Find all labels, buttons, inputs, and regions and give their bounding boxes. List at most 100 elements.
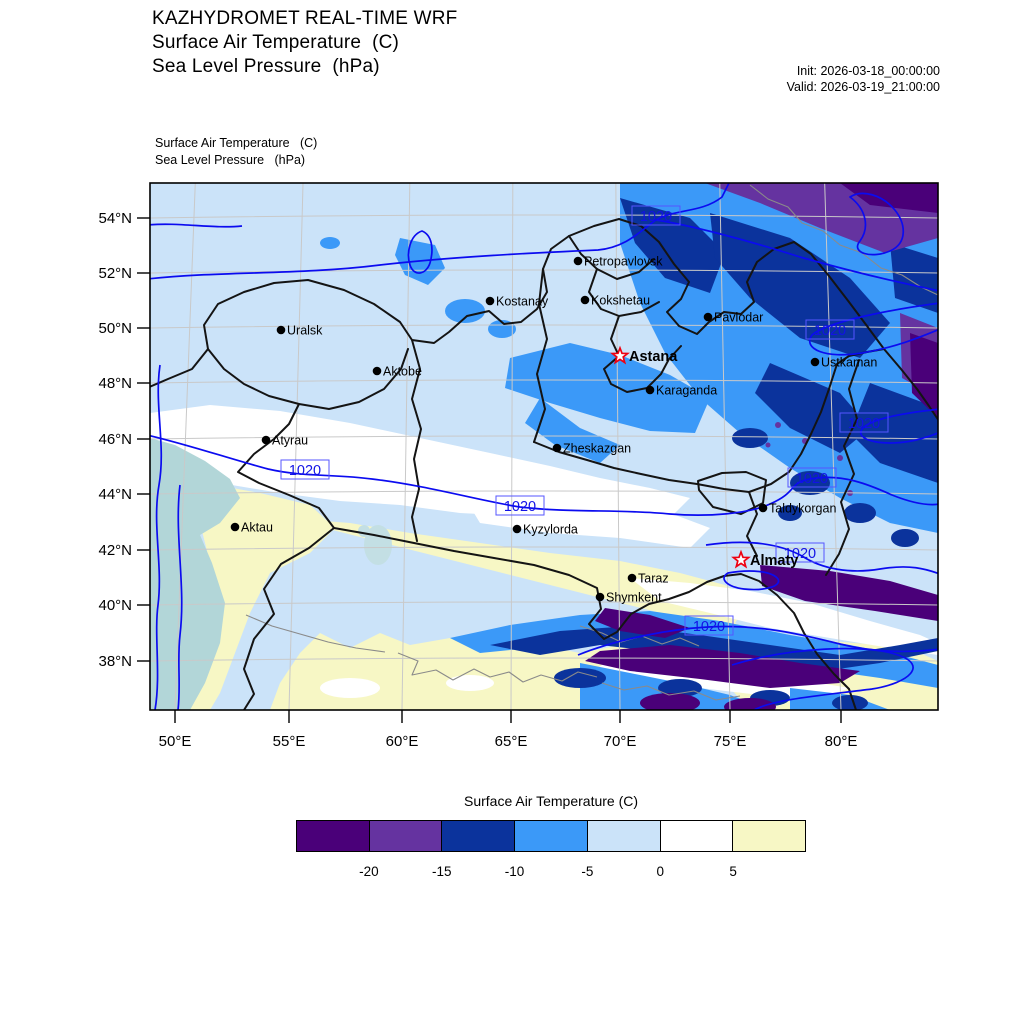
pressure-label: 1020 bbox=[784, 546, 816, 562]
lat-tick-label: 44°N bbox=[98, 486, 132, 503]
colorbar-segment bbox=[297, 821, 370, 851]
lat-tick-label: 42°N bbox=[98, 542, 132, 559]
city-dot-icon bbox=[703, 312, 713, 322]
capital-star-icon bbox=[610, 345, 630, 365]
lat-tick-label: 48°N bbox=[98, 375, 132, 392]
graticule-lon-line bbox=[401, 183, 411, 710]
city-dot-icon bbox=[261, 435, 271, 445]
capital-star-icon bbox=[731, 549, 751, 569]
lat-tick-label: 38°N bbox=[98, 653, 132, 670]
init-timestamp: Init: 2026-03-18_00:00:00 bbox=[796, 64, 940, 78]
temp-fill-coldest bbox=[585, 183, 938, 710]
graticule-lon-line bbox=[510, 183, 514, 710]
colorbar-tick-label: -20 bbox=[359, 864, 379, 879]
colorbar-segment bbox=[733, 821, 806, 851]
city-label: Taraz bbox=[638, 572, 669, 586]
colorbar-tick-label: -15 bbox=[431, 864, 452, 879]
city-dot-icon bbox=[372, 366, 382, 376]
graticule-lon-line bbox=[824, 183, 842, 710]
city-label: Astana bbox=[629, 349, 678, 365]
lat-tick-label: 54°N bbox=[98, 210, 132, 227]
pressure-label-box bbox=[495, 495, 545, 516]
valid-timestamp: Valid: 2026-03-19_21:00:00 bbox=[786, 80, 940, 94]
city-dot-icon bbox=[276, 325, 286, 335]
city-label: Ustkaman bbox=[821, 356, 877, 370]
page-title-variable1: Surface Air Temperature (C) bbox=[152, 32, 400, 53]
lat-tick-label: 46°N bbox=[98, 431, 132, 448]
city-label: Kyzylorda bbox=[523, 523, 578, 537]
pressure-label: 1020 bbox=[814, 323, 846, 339]
graticule-lat-line bbox=[150, 379, 938, 384]
graticule-lat-line bbox=[150, 601, 938, 606]
pressure-label-box bbox=[684, 615, 734, 636]
city-label: Taldykorgan bbox=[769, 502, 836, 516]
colorbar-segment bbox=[515, 821, 588, 851]
graticule-lat-line bbox=[150, 490, 938, 495]
city-dot-icon bbox=[552, 443, 562, 453]
pressure-label: 1020 bbox=[796, 471, 828, 487]
lon-tick-label: 75°E bbox=[714, 733, 747, 750]
caspian-sea bbox=[150, 438, 240, 710]
map-subtitle-temperature: Surface Air Temperature (C) bbox=[155, 136, 318, 150]
pressure-label: 1020 bbox=[289, 463, 321, 479]
city-label: Atyrau bbox=[272, 434, 308, 448]
colorbar-tick-label: -5 bbox=[581, 864, 594, 879]
city-dot-icon bbox=[485, 296, 495, 306]
city-label: Karaganda bbox=[656, 384, 717, 398]
page-title-variable2: Sea Level Pressure (hPa) bbox=[152, 56, 380, 77]
colorbar-segments bbox=[296, 820, 806, 852]
graticule-lat-line bbox=[150, 214, 938, 219]
pressure-label-box bbox=[280, 459, 330, 480]
city-label: Kostanay bbox=[496, 295, 549, 309]
city-dot-icon bbox=[810, 357, 820, 367]
pressure-contour-labels: 1020 1020 1020 1020 1020 1020 1020 1020 bbox=[280, 205, 889, 636]
city-dot-icon bbox=[580, 295, 590, 305]
pressure-label-box bbox=[805, 319, 855, 340]
lon-tick-label: 55°E bbox=[273, 733, 306, 750]
city-dot-icon bbox=[758, 503, 768, 513]
colorbar-tick-label: 0 bbox=[656, 864, 665, 879]
city-dot-icon bbox=[512, 524, 522, 534]
city-dot-icon bbox=[595, 592, 605, 602]
colorbar-tick-label: 5 bbox=[729, 864, 737, 879]
city-label: Aktobe bbox=[383, 365, 422, 379]
city-label: Aktau bbox=[241, 521, 273, 535]
graticule-lat-line bbox=[150, 546, 938, 551]
colorbar-segment bbox=[442, 821, 516, 851]
city-label: Petropavlovsk bbox=[584, 255, 663, 269]
city-dot-icon bbox=[573, 256, 583, 266]
pressure-label-box bbox=[631, 205, 681, 226]
map-axes: 54°N 52°N 50°N 48°N 46°N 44°N 42°N 40°N 38°N 50°E… bbox=[98, 210, 857, 750]
graticule-lon-line bbox=[615, 183, 621, 710]
colorbar-tick-label: -10 bbox=[504, 864, 525, 879]
lon-tick-label: 50°E bbox=[159, 733, 192, 750]
city-label: Kokshetau bbox=[591, 294, 650, 308]
pressure-label: 1020 bbox=[640, 209, 672, 225]
city-label: Pavlodar bbox=[714, 311, 763, 325]
latlon-graticule bbox=[150, 183, 938, 710]
pressure-label: 1020 bbox=[504, 499, 536, 515]
lat-tick-label: 50°N bbox=[98, 320, 132, 337]
colorbar-segment bbox=[660, 821, 734, 851]
city-label: Almaty bbox=[750, 553, 798, 569]
lon-tick-label: 70°E bbox=[604, 733, 637, 750]
lon-tick-label: 60°E bbox=[386, 733, 419, 750]
lat-tick-label: 52°N bbox=[98, 265, 132, 282]
colorbar-segment bbox=[587, 821, 661, 851]
pressure-label: 1020 bbox=[848, 416, 880, 432]
colorbar: Surface Air Temperature (C) -20 -15 -10 -5 0… bbox=[296, 793, 806, 884]
pressure-contours bbox=[150, 183, 938, 710]
city-dot-icon bbox=[230, 522, 240, 532]
colorbar-segment bbox=[369, 821, 443, 851]
map-subtitle-pressure: Sea Level Pressure (hPa) bbox=[155, 153, 306, 167]
lat-tick-label: 40°N bbox=[98, 597, 132, 614]
city-label: Uralsk bbox=[287, 324, 323, 338]
city-dot-icon bbox=[645, 385, 655, 395]
page-title: KAZHYDROMET REAL-TIME WRF bbox=[152, 8, 458, 29]
region-borders bbox=[150, 218, 938, 710]
pressure-label-box bbox=[787, 467, 837, 488]
graticule-lon-line bbox=[174, 183, 196, 710]
lon-tick-label: 80°E bbox=[825, 733, 858, 750]
lon-tick-label: 65°E bbox=[495, 733, 528, 750]
weather-map: 54°N 52°N 50°N 48°N 46°N 44°N 42°N 40°N 38°N 50°E… bbox=[98, 182, 939, 750]
